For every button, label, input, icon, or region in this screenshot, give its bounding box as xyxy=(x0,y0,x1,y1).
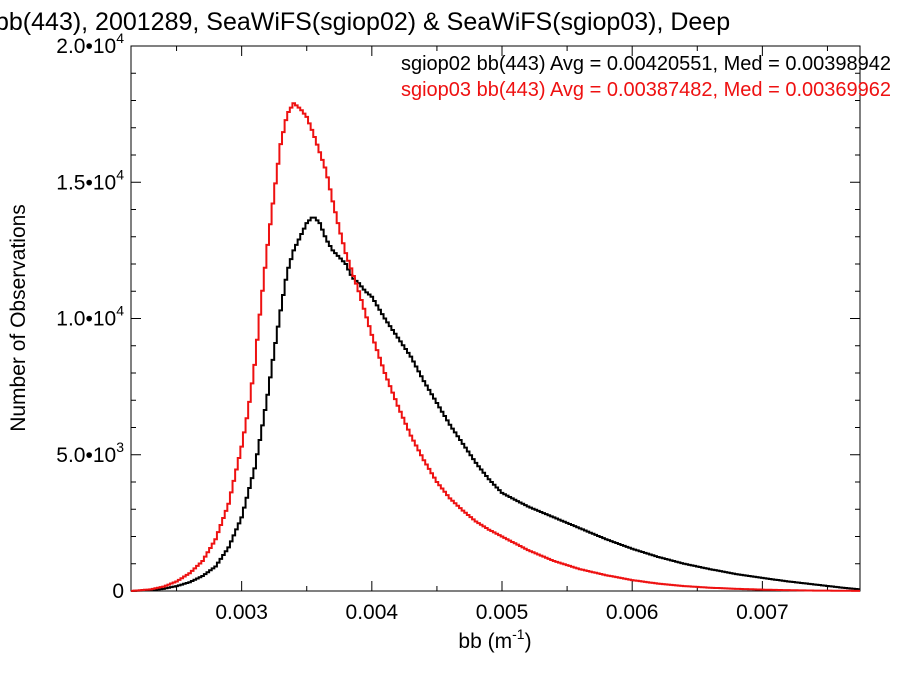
y-tick-label: 2.0•104 xyxy=(56,30,124,58)
x-tick-label: 0.005 xyxy=(476,601,529,624)
y-tick-label: 0 xyxy=(112,580,124,603)
y-tick-label: 1.5•104 xyxy=(56,166,124,194)
x-axis-ticks: 0.003 0.004 0.005 0.006 0.007 xyxy=(176,46,828,624)
x-axis-label: bb (m-1) xyxy=(458,626,531,653)
series-line-sgiop02 xyxy=(131,216,860,592)
y-tick-label: 1.0•104 xyxy=(56,303,124,331)
series-layer xyxy=(131,102,860,592)
x-tick-label: 0.004 xyxy=(346,601,399,624)
chart-title: bb(443), 2001289, SeaWiFS(sgiop02) & Sea… xyxy=(0,8,730,36)
plot-area xyxy=(130,45,861,592)
legend-entry-sgiop03: sgiop03 bb(443) Avg = 0.00387482, Med = … xyxy=(401,79,891,101)
x-tick-label: 0.003 xyxy=(215,601,268,624)
y-axis-label: Number of Observations xyxy=(7,204,30,432)
y-axis-ticks: 0 5.0•103 1.0•104 1.5•104 2.0•104 xyxy=(56,30,860,603)
legend: sgiop02 bb(443) Avg = 0.00420551, Med = … xyxy=(401,53,891,101)
series-line-sgiop03 xyxy=(131,102,860,592)
legend-entry-sgiop02: sgiop02 bb(443) Avg = 0.00420551, Med = … xyxy=(401,53,891,75)
x-tick-label: 0.006 xyxy=(606,601,659,624)
y-tick-label: 5.0•103 xyxy=(56,439,124,467)
x-tick-label: 0.007 xyxy=(736,601,789,624)
